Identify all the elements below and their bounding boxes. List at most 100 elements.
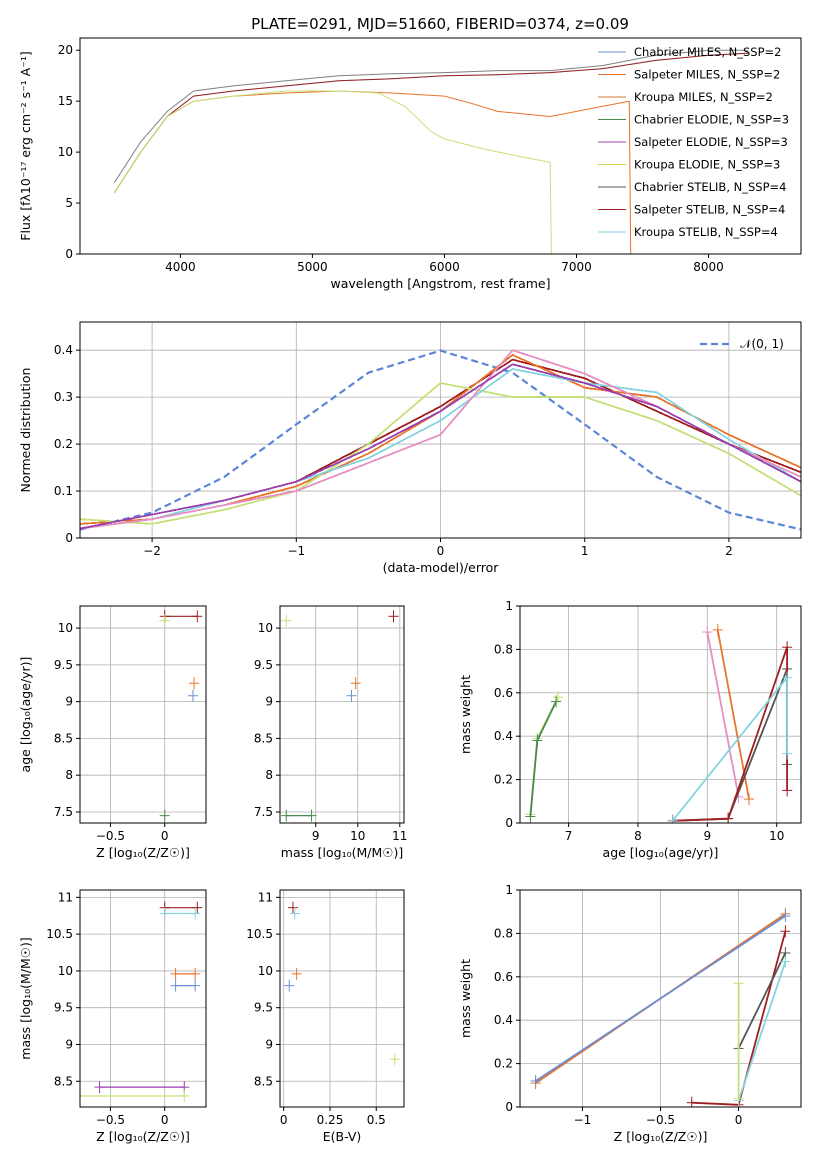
age-weight-xtick-label: 7 bbox=[565, 829, 573, 843]
age-weight-series-2 bbox=[706, 631, 740, 798]
z-weight-xtick-label: 0 bbox=[735, 1113, 743, 1127]
z-weight-ytick-label: 1 bbox=[505, 883, 513, 897]
z-age-plot-area bbox=[159, 610, 203, 822]
z-age-ytick-label: 8.5 bbox=[54, 731, 73, 745]
legend-label-3: Chabrier ELODIE, N_SSP=3 bbox=[634, 113, 789, 127]
legend-label-5: Kroupa ELODIE, N_SSP=3 bbox=[634, 158, 780, 172]
age-weight-ytick-label: 1 bbox=[505, 599, 513, 613]
mass-age-xlabel: mass [log₁₀(M/M☉)] bbox=[281, 845, 403, 860]
ebv-mass-plot-area bbox=[284, 901, 400, 1066]
z-age-ylabel: age [log₁₀(age/yr)] bbox=[18, 657, 33, 773]
mass-age-ytick-label: 10 bbox=[258, 621, 273, 635]
age-weight-xtick-label: 8 bbox=[634, 829, 642, 843]
spectrum-xtick-label: 5000 bbox=[297, 260, 328, 274]
z-mass-ytick-label: 9.5 bbox=[54, 1001, 73, 1015]
age-weight-xtick-label: 9 bbox=[704, 829, 712, 843]
mass-age-plot-area bbox=[281, 610, 399, 822]
ebv-mass-xtick-label: 0.5 bbox=[367, 1113, 386, 1127]
legend-label-4: Salpeter ELODIE, N_SSP=3 bbox=[634, 135, 788, 149]
z-weight-ytick-label: 0.4 bbox=[494, 1013, 513, 1027]
age-weight-series-5 bbox=[672, 646, 788, 822]
residuals-ylabel: Normed distribution bbox=[18, 368, 33, 493]
mass-age-chart: 9 10 11 7.5 8 8.5 9 9.5 10 mass [log₁₀(M/M☉)] bbox=[254, 605, 407, 860]
ebv-mass-ytick-label: 10 bbox=[258, 964, 273, 978]
residuals-xtick-label: 1 bbox=[581, 544, 589, 558]
legend-label-6: Chabrier STELIB, N_SSP=4 bbox=[634, 180, 786, 194]
z-age-xtick-label: 0 bbox=[161, 829, 169, 843]
ebv-mass-xlabel: E(B-V) bbox=[323, 1129, 362, 1144]
age-weight-ytick-label: 0 bbox=[505, 816, 513, 830]
spectrum-ytick-label: 0 bbox=[65, 247, 73, 261]
residuals-ytick-label: 0.3 bbox=[54, 390, 73, 404]
z-weight-xtick-label: −1 bbox=[574, 1113, 592, 1127]
age-weight-xtick-label: 10 bbox=[769, 829, 784, 843]
z-mass-ytick-label: 11 bbox=[58, 890, 73, 904]
z-mass-xlabel: Z [log₁₀(Z/Z☉)] bbox=[96, 1129, 190, 1144]
spectrum-xtick-label: 4000 bbox=[165, 260, 196, 274]
z-mass-chart: −0.5 0 8.5 9 9.5 10 10.5 11 Z [log₁₀(Z/Z☉)] mass … bbox=[18, 889, 207, 1144]
residuals-ytick-label: 0.2 bbox=[54, 437, 73, 451]
z-weight-ylabel: mass weight bbox=[458, 959, 473, 1038]
spectrum-plot-area bbox=[113, 49, 749, 254]
age-weight-chart: 7 8 9 10 0 0.2 0.4 0.6 0.8 1 age [log₁₀(age/yr)] ma… bbox=[458, 599, 802, 860]
z-age-ytick-label: 9 bbox=[65, 695, 73, 709]
age-weight-ytick-label: 0.6 bbox=[494, 686, 513, 700]
mass-age-frame bbox=[279, 605, 405, 824]
z-weight-series-4 bbox=[737, 961, 787, 1101]
residuals-legend-label: 𝒩(0, 1) bbox=[740, 337, 784, 351]
spectrum-xtick-label: 7000 bbox=[561, 260, 592, 274]
z-weight-ytick-label: 0.8 bbox=[494, 926, 513, 940]
spectrum-chart: 4000 5000 6000 7000 8000 0 5 10 15 20 wavelength [… bbox=[18, 37, 802, 291]
z-weight-series-3 bbox=[737, 952, 787, 1049]
age-weight-ytick-label: 0.2 bbox=[494, 773, 513, 787]
mass-age-ytick-label: 8.5 bbox=[254, 731, 273, 745]
spectrum-xtick-label: 8000 bbox=[693, 260, 724, 274]
spectrum-series-2 bbox=[113, 52, 749, 194]
ebv-mass-ytick-label: 10.5 bbox=[246, 927, 273, 941]
spectrum-series-3 bbox=[113, 90, 632, 254]
residuals-ytick-label: 0.1 bbox=[54, 484, 73, 498]
z-age-ytick-label: 7.5 bbox=[54, 805, 73, 819]
residuals-xlabel: (data-model)/error bbox=[383, 560, 500, 575]
legend-label-0: Chabrier MILES, N_SSP=2 bbox=[634, 45, 781, 59]
z-weight-ytick-label: 0.2 bbox=[494, 1057, 513, 1071]
residuals-xtick-label: 0 bbox=[437, 544, 445, 558]
age-weight-ytick-label: 0.8 bbox=[494, 642, 513, 656]
z-weight-xlabel: Z [log₁₀(Z/Z☉)] bbox=[614, 1129, 708, 1144]
z-weight-ytick-label: 0.6 bbox=[494, 970, 513, 984]
legend-label-7: Salpeter STELIB, N_SSP=4 bbox=[634, 203, 785, 217]
z-age-chart: −0.5 0 7.5 8 8.5 9 9.5 10 Z [log₁₀(Z/Z☉)] age [lo… bbox=[18, 605, 207, 860]
residuals-ytick-label: 0 bbox=[65, 531, 73, 545]
ebv-mass-chart: 0 0.25 0.5 8.5 9 9.5 10 10.5 11 E(B-V) bbox=[246, 889, 405, 1144]
z-mass-ytick-label: 10.5 bbox=[46, 927, 73, 941]
spectrum-ytick-label: 10 bbox=[58, 145, 73, 159]
z-age-ytick-label: 8 bbox=[65, 768, 73, 782]
mass-age-xtick-label: 10 bbox=[350, 829, 365, 843]
spectrum-series-4 bbox=[113, 90, 552, 254]
z-mass-ytick-label: 10 bbox=[58, 964, 73, 978]
spectrum-ytick-label: 20 bbox=[58, 43, 73, 57]
residuals-plot-area bbox=[80, 349, 801, 531]
age-weight-ylabel: mass weight bbox=[458, 675, 473, 754]
z-age-ytick-label: 10 bbox=[58, 621, 73, 635]
spectrum-xtick-label: 6000 bbox=[429, 260, 460, 274]
age-weight-series-0 bbox=[529, 696, 560, 815]
z-mass-xtick-label: 0 bbox=[161, 1113, 169, 1127]
residuals-series-0 bbox=[80, 349, 801, 531]
residuals-xtick-label: −2 bbox=[143, 544, 161, 558]
z-weight-chart: −1 −0.5 0 0 0.2 0.4 0.6 0.8 1 Z [log₁₀(Z/Z☉)] mass… bbox=[458, 883, 802, 1144]
z-age-ytick-label: 9.5 bbox=[54, 658, 73, 672]
spectrum-ylabel: Flux [fλ10⁻¹⁷ erg cm⁻² s⁻¹ A⁻¹] bbox=[18, 51, 33, 240]
z-mass-plot-area bbox=[80, 901, 203, 1102]
z-weight-plot-area bbox=[530, 907, 791, 1107]
ebv-mass-ytick-label: 8.5 bbox=[254, 1074, 273, 1088]
residuals-ytick-label: 0.4 bbox=[54, 343, 73, 357]
legend-label-8: Kroupa STELIB, N_SSP=4 bbox=[634, 225, 778, 239]
z-weight-series-1 bbox=[535, 915, 786, 1082]
residuals-series-6 bbox=[80, 363, 801, 530]
z-mass-xtick-label: −0.5 bbox=[96, 1113, 125, 1127]
figure-title: PLATE=0291, MJD=51660, FIBERID=0374, z=0… bbox=[251, 15, 629, 33]
spectrum-ytick-label: 5 bbox=[65, 196, 73, 210]
residuals-chart: −2 −1 0 1 2 0 0.1 0.2 0.3 0.4 (data-model)/error No… bbox=[18, 321, 802, 575]
ebv-mass-frame bbox=[279, 889, 405, 1108]
